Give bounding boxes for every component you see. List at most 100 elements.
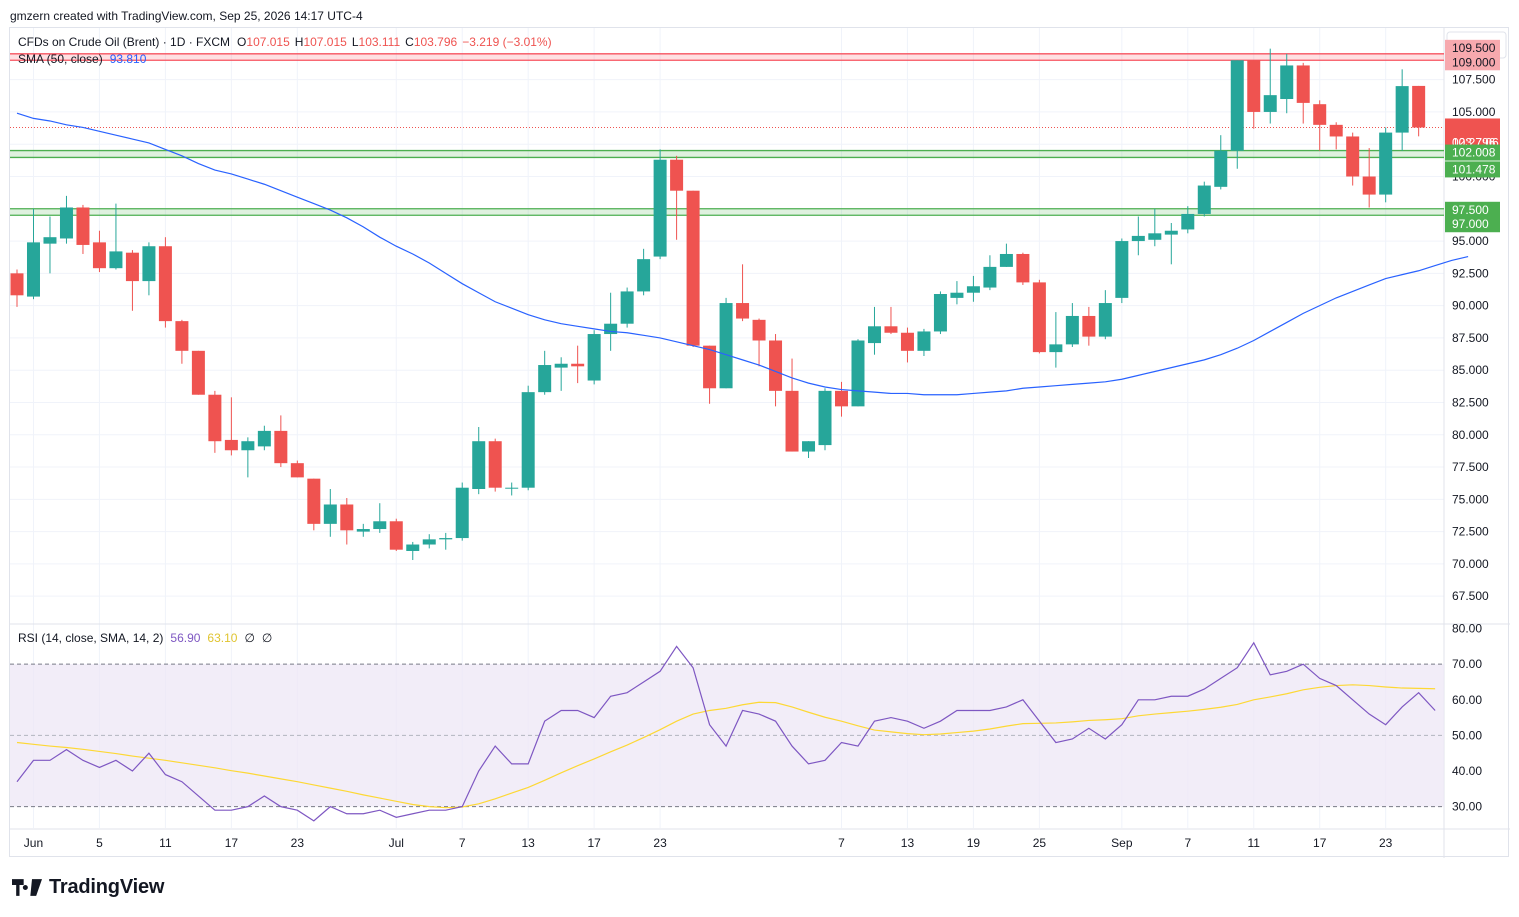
candle-body[interactable] — [1263, 95, 1277, 112]
candle-body[interactable] — [158, 246, 172, 322]
price-tick-label: 77.500 — [1452, 460, 1489, 474]
support-lower-zone[interactable] — [10, 208, 1444, 216]
candle-body[interactable] — [686, 190, 700, 346]
chart-frame[interactable]: 67.500 70.000 72.500 75.000 77.500 80.000 82.5… — [9, 27, 1510, 858]
candle-body[interactable] — [1296, 65, 1310, 103]
candle-body[interactable] — [472, 441, 486, 489]
time-tick-label: 11 — [1248, 836, 1261, 850]
candle-body[interactable] — [26, 242, 40, 297]
candle-body[interactable] — [983, 266, 997, 288]
candle-body[interactable] — [59, 207, 73, 239]
candle-body[interactable] — [752, 319, 766, 341]
resistance-zone[interactable] — [10, 53, 1444, 61]
chart-canvas[interactable]: 67.500 70.000 72.500 75.000 77.500 80.000 82.5… — [10, 28, 1510, 858]
candle-body[interactable] — [867, 326, 881, 344]
candle-body[interactable] — [257, 430, 271, 447]
candle-body[interactable] — [835, 390, 848, 407]
candle-body[interactable] — [76, 207, 90, 245]
candle-body[interactable] — [1032, 282, 1046, 353]
support-lower-label-tag — [1445, 201, 1500, 218]
candle-body[interactable] — [455, 487, 469, 539]
candle-body[interactable] — [851, 340, 865, 407]
candle-body[interactable] — [1412, 85, 1426, 128]
candle-body[interactable] — [406, 544, 420, 551]
candle-body[interactable] — [1016, 253, 1030, 283]
candle-body[interactable] — [1181, 213, 1195, 230]
rsi-ma-line[interactable] — [16, 684, 1436, 809]
candle-body[interactable] — [1065, 315, 1079, 345]
candle-body[interactable] — [950, 292, 964, 298]
candle-body[interactable] — [389, 521, 403, 550]
candle-body[interactable] — [900, 332, 914, 351]
candle-body[interactable] — [802, 441, 816, 452]
candle-body[interactable] — [439, 538, 453, 540]
candle-body[interactable] — [1082, 315, 1096, 337]
candle-body[interactable] — [1148, 233, 1162, 240]
candle-body[interactable] — [538, 365, 552, 393]
candle-body[interactable] — [505, 487, 519, 489]
candle-body[interactable] — [109, 251, 123, 269]
candle-body[interactable] — [1197, 185, 1211, 214]
support-upper-zone[interactable] — [10, 150, 1444, 158]
candle-body[interactable] — [488, 441, 502, 488]
candle-body[interactable] — [769, 340, 783, 391]
candle-body[interactable] — [1313, 104, 1327, 125]
candle-body[interactable] — [274, 430, 288, 464]
candle-body[interactable] — [43, 237, 57, 244]
candle-body[interactable] — [290, 463, 304, 478]
candle-body[interactable] — [356, 529, 370, 532]
candle-body[interactable] — [933, 294, 947, 332]
candle-body[interactable] — [307, 478, 321, 524]
sma-line[interactable] — [16, 112, 1469, 396]
candle-body[interactable] — [1164, 230, 1178, 235]
candle-body[interactable] — [422, 539, 436, 545]
candle-body[interactable] — [175, 321, 189, 351]
candle-body[interactable] — [785, 390, 799, 452]
candle-body[interactable] — [125, 252, 139, 282]
candle-body[interactable] — [703, 345, 717, 389]
candle-body[interactable] — [620, 291, 634, 324]
candle-body[interactable] — [191, 350, 205, 395]
candle-body[interactable] — [241, 441, 255, 451]
candle-body[interactable] — [571, 363, 585, 367]
rsi-line[interactable] — [16, 641, 1436, 822]
candle-body[interactable] — [637, 259, 651, 292]
candle-body[interactable] — [1247, 60, 1261, 112]
candle-body[interactable] — [917, 331, 931, 351]
candle-body[interactable] — [1362, 176, 1376, 195]
candle-body[interactable] — [653, 159, 667, 257]
candle-body[interactable] — [323, 504, 337, 524]
candle-body[interactable] — [884, 326, 898, 333]
candle-body[interactable] — [373, 521, 387, 530]
candle-body[interactable] — [966, 286, 980, 293]
candle-body[interactable] — [719, 303, 733, 389]
candle-body[interactable] — [1346, 136, 1360, 177]
tradingview-logo[interactable]: TradingView — [12, 876, 164, 899]
candle-body[interactable] — [554, 363, 568, 368]
candle-body[interactable] — [208, 394, 222, 442]
candle-body[interactable] — [1131, 235, 1145, 242]
candle-body[interactable] — [736, 303, 750, 319]
candle-body[interactable] — [1329, 124, 1343, 137]
price-tick-label: 92.500 — [1452, 266, 1489, 280]
candle-body[interactable] — [1395, 86, 1409, 133]
candle-body[interactable] — [1115, 241, 1129, 298]
candle-body[interactable] — [1280, 65, 1294, 100]
candle-body[interactable] — [999, 253, 1013, 267]
candle-body[interactable] — [521, 392, 535, 488]
candle-body[interactable] — [670, 159, 684, 191]
candle-body[interactable] — [1379, 132, 1393, 195]
candle-body[interactable] — [818, 390, 832, 446]
candle-body[interactable] — [1049, 344, 1063, 353]
candle-body[interactable] — [1230, 60, 1244, 151]
candle-body[interactable] — [340, 504, 354, 531]
candle-body[interactable] — [224, 439, 238, 451]
candle-body[interactable] — [92, 242, 106, 269]
candle-body[interactable] — [604, 323, 618, 335]
price-tick-label: 75.000 — [1452, 492, 1489, 506]
candle-body[interactable] — [1098, 303, 1112, 337]
candle-body[interactable] — [587, 334, 601, 381]
candle-body[interactable] — [10, 273, 24, 296]
candle-body[interactable] — [142, 246, 156, 282]
candle-body[interactable] — [1214, 150, 1228, 187]
